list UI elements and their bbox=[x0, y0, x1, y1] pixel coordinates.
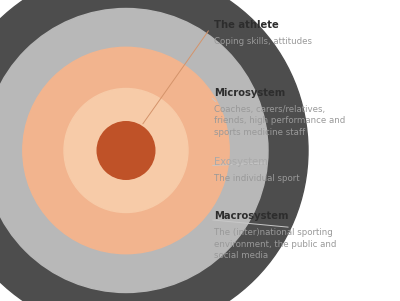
Ellipse shape bbox=[0, 8, 268, 293]
Ellipse shape bbox=[23, 47, 229, 254]
Ellipse shape bbox=[0, 0, 308, 301]
Ellipse shape bbox=[97, 122, 155, 179]
Text: The individual sport: The individual sport bbox=[214, 174, 300, 183]
Text: Exosystem: Exosystem bbox=[214, 157, 268, 167]
Text: Macrosystem: Macrosystem bbox=[214, 211, 288, 221]
Text: The (inter)national sporting
environment, the public and
social media: The (inter)national sporting environment… bbox=[214, 228, 336, 260]
Text: Microsystem: Microsystem bbox=[214, 88, 285, 98]
Text: Coaches, carers/relatives,
friends, high performance and
sports medicine staff: Coaches, carers/relatives, friends, high… bbox=[214, 105, 345, 137]
Ellipse shape bbox=[64, 88, 188, 213]
Text: The athlete: The athlete bbox=[214, 20, 279, 30]
Text: Coping skills, attitudes: Coping skills, attitudes bbox=[214, 37, 312, 46]
